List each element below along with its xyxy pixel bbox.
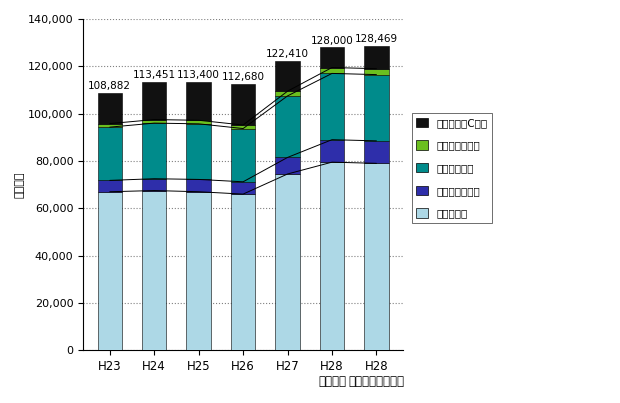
Y-axis label: （千円）: （千円）: [15, 171, 25, 198]
Bar: [320, 140, 344, 162]
Bar: [97, 124, 122, 127]
Bar: [187, 124, 211, 179]
Bar: [231, 194, 255, 350]
Bar: [364, 141, 389, 163]
Text: 128,469: 128,469: [355, 34, 398, 44]
Bar: [275, 158, 300, 174]
Bar: [320, 48, 344, 68]
Bar: [231, 129, 255, 182]
Bar: [142, 82, 166, 120]
Bar: [97, 93, 122, 124]
Bar: [364, 75, 389, 141]
Bar: [187, 82, 211, 120]
Bar: [320, 73, 344, 140]
Bar: [187, 179, 211, 192]
Bar: [97, 181, 122, 192]
Bar: [275, 60, 300, 91]
Bar: [142, 120, 166, 123]
Bar: [275, 174, 300, 350]
Bar: [97, 127, 122, 181]
Bar: [275, 91, 300, 96]
Bar: [320, 162, 344, 350]
Bar: [275, 96, 300, 158]
Text: 113,400: 113,400: [177, 70, 220, 80]
Bar: [320, 68, 344, 73]
Bar: [187, 192, 211, 350]
Bar: [187, 120, 211, 124]
Bar: [142, 191, 166, 350]
Bar: [364, 69, 389, 75]
Bar: [231, 125, 255, 129]
Bar: [364, 163, 389, 350]
Bar: [142, 123, 166, 179]
Bar: [364, 46, 389, 69]
Bar: [231, 182, 255, 194]
Bar: [231, 84, 255, 125]
Text: 128,000: 128,000: [311, 35, 353, 46]
Text: 108,882: 108,882: [88, 81, 131, 91]
Text: 122,410: 122,410: [266, 49, 309, 59]
Legend: 文化・交流C売上, 受取手数料収入, 土地賃貸収入, 所有床賃貸収入, 受託料収入: 文化・交流C売上, 受取手数料収入, 土地賃貸収入, 所有床賃貸収入, 受託料収…: [412, 113, 492, 223]
Bar: [97, 192, 122, 350]
Bar: [142, 179, 166, 191]
Text: 112,680: 112,680: [221, 72, 265, 82]
Text: 113,451: 113,451: [133, 70, 176, 80]
